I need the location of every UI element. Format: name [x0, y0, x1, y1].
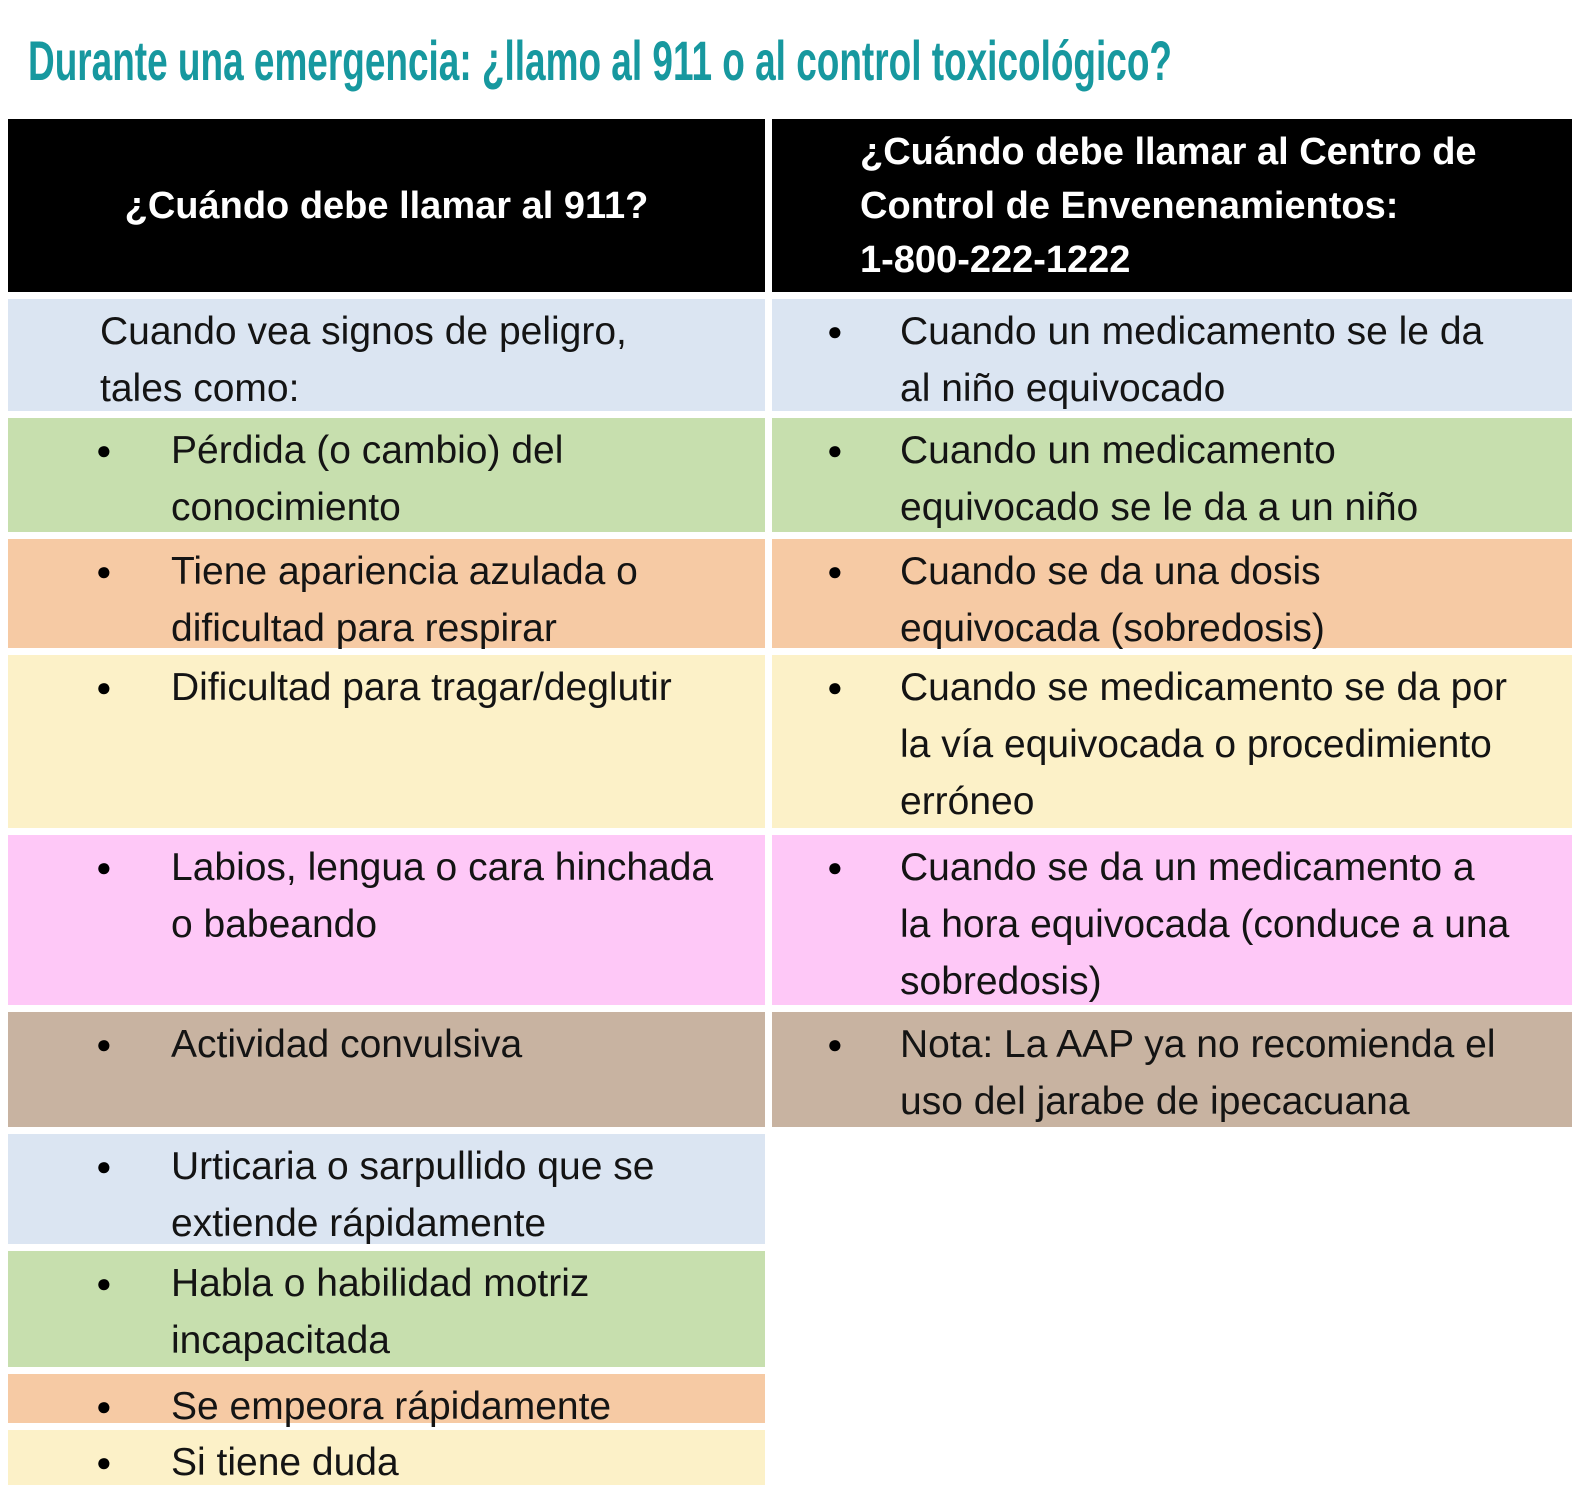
cell-empty-2	[772, 1251, 1572, 1367]
cell-hives-rash: ● Urticaria o sarpullido que se extiende…	[8, 1134, 765, 1245]
bullet-icon: ●	[827, 672, 843, 702]
cell-swollen-lips-drooling: ● Labios, lengua o cara hinchada o babea…	[8, 835, 765, 1005]
cell-text: Cuando se da una dosis equivocada (sobre…	[900, 550, 1325, 650]
bullet-icon: ●	[96, 1029, 112, 1059]
header-poison-control-label: ¿Cuándo debe llamar al Centro de Control…	[860, 130, 1477, 281]
cell-text: Cuando se medicamento se da por la vía e…	[900, 666, 1508, 823]
cell-text: Habla o habilidad motriz incapacitada	[171, 1262, 590, 1362]
cell-speech-motor-impairment: ● Habla o habilidad motriz incapacitada	[8, 1251, 765, 1367]
cell-loss-of-consciousness: ● Pérdida (o cambio) del conocimiento	[8, 418, 765, 532]
cell-text: Si tiene duda	[171, 1441, 399, 1484]
table-header-poison-control: ¿Cuándo debe llamar al Centro de Control…	[772, 119, 1572, 292]
cell-text: Cuando un medicamento equivocado se le d…	[900, 429, 1419, 529]
bullet-icon: ●	[827, 556, 843, 586]
cell-text: Se empeora rápidamente	[171, 1385, 612, 1428]
emergency-call-table: ¿Cuándo debe llamar al 911? ¿Cuándo debe…	[8, 119, 1572, 1485]
bullet-icon: ●	[827, 435, 843, 465]
cell-text: Urticaria o sarpullido que se extiende r…	[171, 1145, 655, 1245]
cell-wrong-dose: ● Cuando se da una dosis equivocada (sob…	[772, 539, 1572, 650]
bullet-icon: ●	[96, 1447, 112, 1477]
cell-seizure-activity: ● Actividad convulsiva	[8, 1012, 765, 1127]
cell-text: Cuando se da un medicamento a la hora eq…	[900, 846, 1510, 1003]
cell-text: Dificultad para tragar/deglutir	[171, 666, 672, 709]
cell-text: Labios, lengua o cara hinchada o babeand…	[171, 846, 714, 946]
cell-wrong-route: ● Cuando se medicamento se da por la vía…	[772, 655, 1572, 828]
bullet-icon: ●	[96, 1268, 112, 1298]
bullet-icon: ●	[827, 1029, 843, 1059]
cell-empty-3	[772, 1374, 1572, 1423]
cell-empty-1	[772, 1134, 1572, 1244]
bullet-icon: ●	[96, 1151, 112, 1181]
page-title: Durante una emergencia: ¿llamo al 911 o …	[28, 29, 1172, 92]
cell-wrong-medicine-child: ● Cuando un medicamento equivocado se le…	[772, 418, 1572, 532]
header-911-label: ¿Cuándo debe llamar al 911?	[124, 184, 649, 227]
cell-text: Cuando vea signos de peligro, tales como…	[100, 310, 627, 410]
cell-blue-appearance-breathing: ● Tiene apariencia azulada o dificultad …	[8, 539, 765, 650]
cell-text: Pérdida (o cambio) del conocimiento	[171, 429, 564, 529]
cell-if-in-doubt: ● Si tiene duda	[8, 1430, 765, 1485]
bullet-icon: ●	[96, 435, 112, 465]
cell-text: Nota: La AAP ya no recomienda el uso del…	[900, 1023, 1496, 1123]
cell-ipecac-note: ● Nota: La AAP ya no recomienda el uso d…	[772, 1012, 1572, 1127]
bullet-icon: ●	[96, 852, 112, 882]
cell-empty-4	[772, 1430, 1572, 1485]
bullet-icon: ●	[96, 1391, 112, 1421]
bullet-icon: ●	[827, 316, 843, 346]
bullet-icon: ●	[96, 556, 112, 586]
cell-text: Cuando un medicamento se le da al niño e…	[900, 310, 1484, 410]
cell-danger-signs-intro: Cuando vea signos de peligro, tales como…	[8, 299, 765, 411]
bullet-icon: ●	[827, 852, 843, 882]
cell-text: Tiene apariencia azulada o dificultad pa…	[171, 550, 638, 650]
table-header-911: ¿Cuándo debe llamar al 911?	[8, 119, 765, 292]
cell-worsens-quickly: ● Se empeora rápidamente	[8, 1374, 765, 1428]
cell-difficulty-swallowing: ● Dificultad para tragar/deglutir	[8, 655, 765, 828]
bullet-icon: ●	[96, 672, 112, 702]
cell-medicine-wrong-child: ● Cuando un medicamento se le da al niño…	[772, 299, 1572, 411]
cell-text: Actividad convulsiva	[171, 1023, 523, 1066]
cell-wrong-time: ● Cuando se da un medicamento a la hora …	[772, 835, 1572, 1005]
